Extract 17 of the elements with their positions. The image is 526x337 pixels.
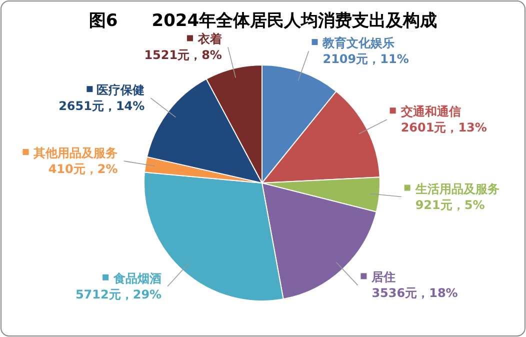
legend-label: 食品烟酒 (112, 271, 162, 286)
data-label: 3536元，18% (372, 286, 458, 300)
chart-title: 图6 2024年全体居民人均消费支出及构成 (88, 11, 438, 31)
data-label: 921元，5% (415, 198, 485, 212)
legend-label: 教育文化娱乐 (322, 36, 395, 50)
legend-label: 生活用品及服务 (414, 182, 500, 196)
data-label: 5712元，29% (75, 287, 162, 302)
legend-label: 医疗保健 (96, 83, 145, 98)
legend-label: 衣着 (196, 32, 222, 46)
data-label: 2601元，13% (400, 120, 487, 135)
data-label: 1521元，8% (144, 48, 222, 62)
data-label: 410元，2% (48, 162, 118, 176)
data-label: 2651元，14% (58, 99, 145, 114)
legend-label: 交通和通信 (400, 104, 461, 119)
legend-label: 其他用品及服务 (32, 146, 118, 160)
data-label: 2109元，11% (322, 52, 409, 66)
legend-label: 居住 (370, 270, 396, 284)
